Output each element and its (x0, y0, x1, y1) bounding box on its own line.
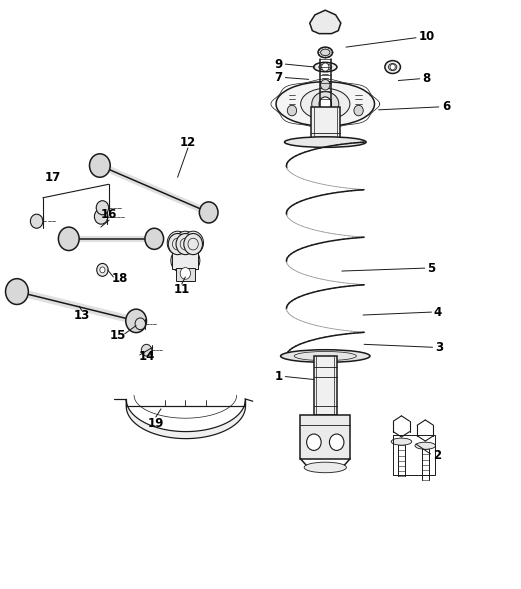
Circle shape (200, 202, 218, 223)
Text: 14: 14 (138, 349, 155, 363)
Circle shape (183, 231, 204, 254)
Text: 1: 1 (275, 370, 283, 383)
Text: 4: 4 (433, 306, 442, 319)
Text: 11: 11 (173, 283, 190, 296)
Circle shape (319, 97, 331, 111)
Text: 7: 7 (275, 71, 283, 84)
Text: 19: 19 (147, 417, 164, 430)
Circle shape (321, 63, 329, 71)
Text: 18: 18 (111, 272, 128, 285)
Bar (393, 435, 435, 475)
Text: 3: 3 (435, 341, 443, 354)
Text: 8: 8 (422, 72, 430, 85)
Circle shape (58, 227, 79, 250)
Ellipse shape (319, 64, 332, 70)
Text: 13: 13 (73, 309, 90, 322)
Ellipse shape (320, 49, 330, 55)
Text: 6: 6 (442, 100, 450, 114)
Text: 16: 16 (101, 208, 117, 221)
Ellipse shape (391, 438, 412, 445)
Circle shape (180, 267, 191, 279)
Text: 2: 2 (432, 449, 441, 462)
Circle shape (179, 249, 200, 272)
Circle shape (90, 154, 110, 177)
Ellipse shape (385, 61, 401, 74)
Ellipse shape (281, 350, 370, 362)
Bar (176, 268, 195, 281)
Text: 12: 12 (180, 135, 196, 148)
Ellipse shape (304, 462, 346, 473)
Ellipse shape (314, 62, 337, 72)
Circle shape (30, 214, 43, 229)
Circle shape (145, 229, 164, 249)
Circle shape (141, 345, 152, 356)
Circle shape (390, 64, 395, 70)
Circle shape (168, 233, 187, 254)
Circle shape (171, 249, 192, 272)
Circle shape (96, 201, 109, 215)
Circle shape (329, 434, 344, 451)
Circle shape (135, 318, 145, 330)
Circle shape (287, 105, 296, 116)
Bar (172, 237, 199, 269)
Circle shape (175, 231, 196, 254)
Circle shape (307, 434, 321, 451)
Circle shape (167, 231, 188, 254)
Circle shape (354, 105, 363, 116)
Text: 10: 10 (418, 30, 435, 43)
Text: 17: 17 (45, 171, 61, 184)
Circle shape (176, 233, 195, 254)
Circle shape (126, 309, 146, 333)
Circle shape (6, 279, 28, 305)
Circle shape (94, 209, 108, 224)
Ellipse shape (318, 47, 332, 58)
Circle shape (184, 233, 203, 254)
Ellipse shape (276, 82, 375, 126)
Ellipse shape (301, 88, 350, 120)
Polygon shape (309, 10, 341, 34)
Bar (314, 356, 337, 415)
Bar (301, 415, 350, 459)
Circle shape (320, 80, 330, 90)
Ellipse shape (415, 442, 436, 449)
Bar (311, 107, 340, 142)
Ellipse shape (312, 92, 339, 116)
Text: 15: 15 (110, 329, 126, 342)
Text: 9: 9 (275, 58, 283, 71)
Ellipse shape (389, 64, 397, 71)
Text: 5: 5 (427, 262, 436, 274)
Circle shape (100, 267, 105, 273)
Ellipse shape (284, 137, 366, 147)
Circle shape (97, 263, 108, 276)
